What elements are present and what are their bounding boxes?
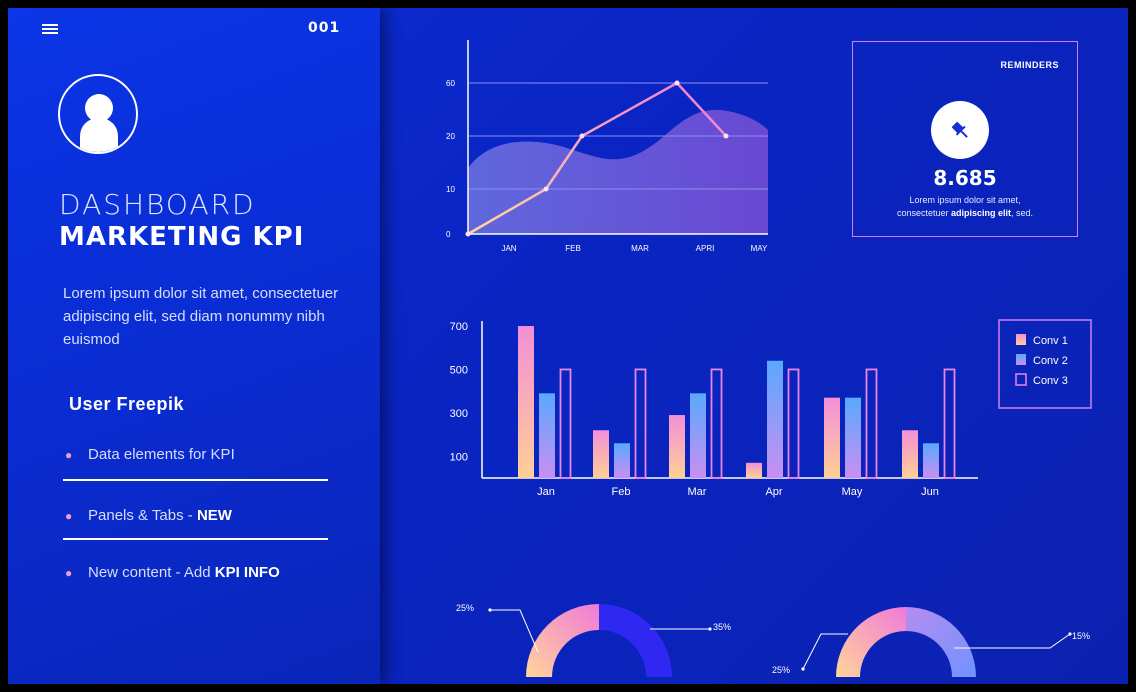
x-tick-label: APRI xyxy=(696,244,715,253)
user-heading: User Freepik xyxy=(69,394,185,414)
bar-conv2 xyxy=(923,443,939,478)
list-item-new-content[interactable]: ● New content - Add KPI INFO xyxy=(63,564,328,604)
legend-swatch xyxy=(1016,354,1026,365)
dashboard-frame: 001 DASHBOARD MARKETING KPI Lorem ipsum … xyxy=(8,8,1128,684)
reminders-value: 8.685 xyxy=(933,166,997,190)
callout-line xyxy=(802,633,848,670)
x-tick-label: May xyxy=(842,486,863,498)
list-item-panels-tabs[interactable]: ● Panels & Tabs - NEW xyxy=(63,507,328,547)
y-tick-label: 60 xyxy=(446,79,455,88)
legend-label: Conv 1 xyxy=(1033,335,1068,347)
line-point xyxy=(723,133,729,139)
divider xyxy=(63,479,328,481)
donut-slice xyxy=(836,607,906,677)
list-item-text: Data elements for KPI xyxy=(88,446,235,463)
legend-swatch xyxy=(1016,334,1026,345)
line-chart: 0 10 20 60 JAN FEB MAR APRI MAY xyxy=(446,40,768,253)
bullet-icon: ● xyxy=(65,566,73,580)
donut-label: 15% xyxy=(1072,631,1090,641)
y-tick-label: 20 xyxy=(446,132,455,141)
x-tick-label: Apr xyxy=(765,486,782,498)
bar-conv1 xyxy=(593,430,609,478)
donut-label: 35% xyxy=(713,622,731,632)
bar-chart: 100 300 500 700 Jan Feb Mar Apr May Jun Conv 1 Conv… xyxy=(450,319,1092,498)
callout-dot xyxy=(801,667,805,671)
y-tick-label: 100 xyxy=(450,451,468,463)
donut-slice xyxy=(599,604,672,677)
reminders-text-line1: Lorem ipsum dolor sit amet, xyxy=(909,195,1021,205)
x-tick-label: Jun xyxy=(921,486,939,498)
pin-icon[interactable] xyxy=(931,101,989,159)
x-tick-label: Mar xyxy=(688,486,707,498)
user-avatar-icon[interactable] xyxy=(58,74,138,154)
y-tick-label: 500 xyxy=(450,364,468,376)
donut-label: 25% xyxy=(772,665,790,675)
x-tick-label: MAY xyxy=(751,244,768,253)
donut-slice xyxy=(906,607,976,677)
bar-conv3 xyxy=(787,368,800,479)
bar-conv2 xyxy=(845,397,861,478)
x-tick-label: MAR xyxy=(631,244,649,253)
line-point xyxy=(674,80,680,86)
line-point xyxy=(579,133,585,139)
donut-slice xyxy=(526,604,599,677)
donut-label: 25% xyxy=(456,603,474,613)
donut-charts: 25% 35% 25% 15% xyxy=(456,603,1090,677)
sidebar-description: Lorem ipsum dolor sit amet, consectetuer… xyxy=(63,285,339,348)
divider xyxy=(63,538,328,540)
bullet-icon: ● xyxy=(65,448,73,462)
bar-conv2 xyxy=(614,443,630,478)
dashboard-title: DASHBOARD xyxy=(59,188,256,221)
bar-conv3 xyxy=(943,368,956,479)
x-tick-label: JAN xyxy=(501,244,516,253)
callout-dot xyxy=(488,608,492,612)
reminders-panel: REMINDERS 8.685 Lorem ipsum dolor sit am… xyxy=(852,41,1078,237)
main-content: 0 10 20 60 JAN FEB MAR APRI MAY REMINDERS 8.685 … xyxy=(380,8,1128,684)
callout-line xyxy=(954,633,1071,649)
y-tick-label: 0 xyxy=(446,230,451,239)
line-point xyxy=(543,186,549,192)
legend-label: Conv 2 xyxy=(1033,355,1068,367)
bar-conv3 xyxy=(865,368,878,479)
list-item-data-elements[interactable]: ● Data elements for KPI xyxy=(63,446,328,486)
sidebar: 001 DASHBOARD MARKETING KPI Lorem ipsum … xyxy=(8,8,380,684)
bar-conv1 xyxy=(824,397,840,478)
reminders-title: REMINDERS xyxy=(1000,60,1059,70)
bar-conv3 xyxy=(710,368,723,479)
line-point xyxy=(465,231,471,237)
bar-conv2 xyxy=(539,393,555,478)
y-tick-label: 300 xyxy=(450,408,468,420)
callout-dot xyxy=(1068,632,1072,636)
bar-conv1 xyxy=(902,430,918,478)
callout-line xyxy=(490,609,539,653)
hamburger-icon[interactable] xyxy=(40,22,62,36)
legend-swatch xyxy=(1015,373,1027,386)
callout-dot xyxy=(708,627,712,631)
reminders-text-line2: consectetuer adipiscing elit, sed. xyxy=(896,208,1034,218)
bullet-icon: ● xyxy=(65,509,73,523)
legend-box xyxy=(998,319,1092,409)
bar-conv3 xyxy=(634,368,647,479)
legend-label: Conv 3 xyxy=(1033,375,1068,387)
y-tick-label: 700 xyxy=(450,321,468,333)
bar-conv3 xyxy=(559,368,572,479)
bar-conv2 xyxy=(690,393,706,478)
x-tick-label: Feb xyxy=(612,486,631,498)
bar-conv1 xyxy=(669,415,685,478)
x-tick-label: Jan xyxy=(537,486,555,498)
page-number: 001 xyxy=(308,20,341,36)
list-item-text: Panels & Tabs - NEW xyxy=(88,507,232,524)
area-shape xyxy=(468,109,768,234)
bar-conv1 xyxy=(746,462,762,478)
bar-conv1 xyxy=(518,326,534,478)
bar-conv2 xyxy=(767,360,783,478)
marketing-kpi-title: MARKETING KPI xyxy=(59,222,305,252)
y-tick-label: 10 xyxy=(446,185,455,194)
list-item-text: New content - Add KPI INFO xyxy=(88,564,280,581)
x-tick-label: FEB xyxy=(565,244,581,253)
